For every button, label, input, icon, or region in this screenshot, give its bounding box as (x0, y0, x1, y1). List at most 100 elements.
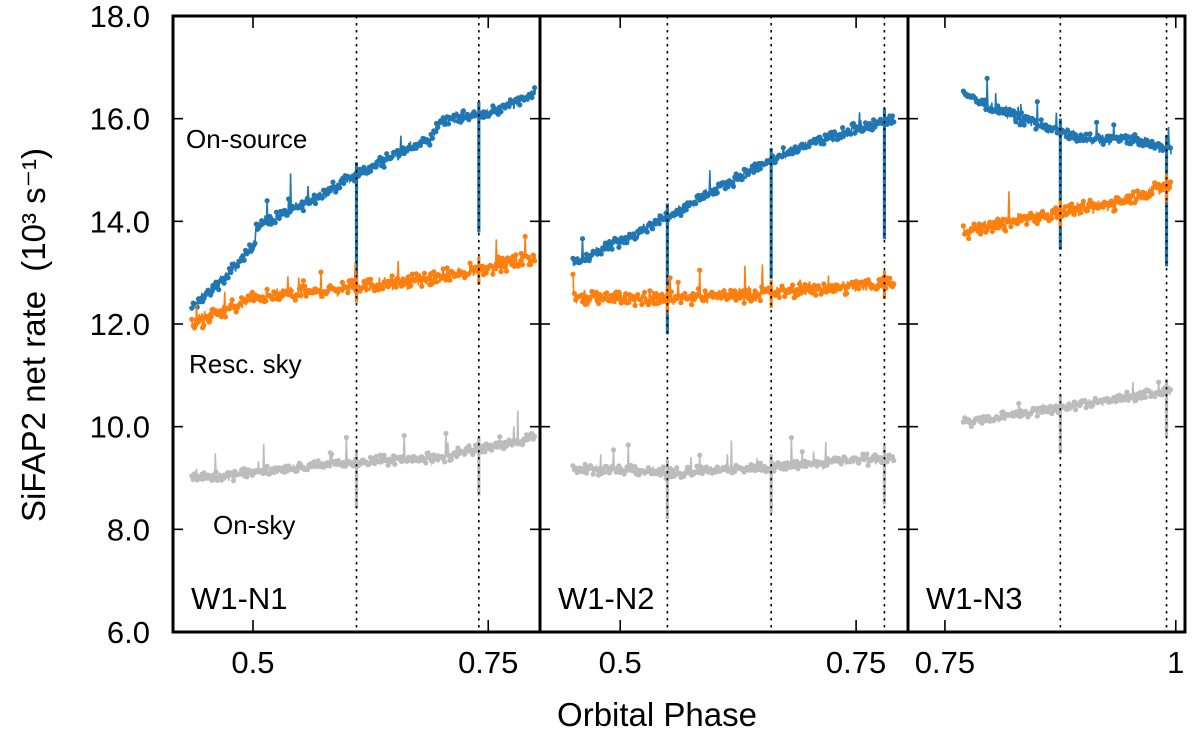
data-point (304, 195, 310, 201)
data-point (891, 281, 897, 287)
data-point (641, 289, 648, 295)
data-point (260, 294, 266, 300)
data-point (865, 462, 871, 468)
data-point (788, 435, 795, 441)
data-point (489, 447, 495, 453)
y-tick-label: 10.0 (90, 410, 150, 445)
data-point (1034, 99, 1040, 105)
data-point (444, 265, 450, 271)
data-point (733, 171, 739, 177)
data-point (381, 164, 387, 170)
data-point (389, 154, 395, 160)
data-point (1156, 379, 1162, 385)
data-point (1115, 195, 1121, 201)
data-point (310, 196, 316, 203)
x-tick-label: 0.5 (231, 645, 274, 680)
data-point (1109, 202, 1116, 208)
data-point (423, 460, 429, 466)
series-resc-sky-w1-n2 (570, 264, 897, 314)
data-point (222, 314, 228, 320)
data-point (1111, 122, 1117, 128)
data-point (582, 301, 588, 307)
data-point (1138, 395, 1145, 401)
data-point (1038, 117, 1044, 123)
data-point (517, 102, 523, 108)
data-point (601, 295, 607, 301)
data-point (343, 434, 349, 441)
data-point (601, 246, 607, 252)
data-point (294, 468, 300, 474)
data-point (848, 131, 854, 137)
data-point (1032, 117, 1038, 123)
data-point (421, 270, 427, 276)
data-point (286, 196, 292, 202)
data-point (647, 288, 653, 294)
data-point (732, 469, 738, 475)
data-point (747, 292, 753, 299)
data-point (631, 231, 637, 237)
data-point (625, 442, 631, 448)
data-point (506, 103, 512, 109)
x-tick-label: 0.75 (915, 645, 975, 680)
data-point (845, 127, 851, 133)
data-point (841, 283, 847, 289)
data-point (830, 136, 836, 142)
plot-layer (189, 75, 1174, 520)
data-point (252, 240, 258, 246)
data-point (443, 277, 449, 283)
data-point (378, 459, 384, 465)
x-tick-label: 0.75 (458, 645, 518, 680)
data-point (740, 175, 746, 181)
data-point (359, 284, 366, 291)
data-point (1125, 134, 1131, 140)
data-point (1132, 132, 1138, 138)
data-point (427, 452, 433, 458)
data-point (1167, 145, 1174, 151)
data-point (245, 249, 251, 255)
data-point (470, 451, 476, 458)
data-point (757, 297, 764, 304)
data-point (891, 458, 897, 464)
data-point (490, 271, 496, 277)
data-point (610, 447, 617, 453)
data-point (813, 140, 819, 146)
data-point (570, 271, 576, 277)
x-tick-label: 1 (1167, 645, 1184, 680)
data-point (443, 430, 449, 436)
y-axis-title-group: SiFAP2 net rate (10³ s⁻¹) (15, 148, 52, 522)
data-point (373, 164, 379, 170)
data-point (694, 463, 700, 469)
data-point (241, 465, 247, 472)
y-tick-label: 6.0 (107, 615, 150, 650)
data-point (1008, 224, 1014, 230)
data-point (743, 287, 749, 293)
data-point (261, 470, 267, 476)
data-point (817, 134, 823, 140)
data-point (233, 309, 239, 315)
data-point (981, 97, 988, 103)
data-point (868, 122, 874, 128)
data-point (319, 195, 325, 201)
data-point (596, 300, 602, 306)
data-point (267, 471, 273, 477)
y-axis-title-text: SiFAP2 net rate (15, 291, 52, 522)
data-point (702, 189, 708, 195)
y-axis-title-units: (10³ s⁻¹) (15, 148, 52, 272)
data-point (593, 289, 599, 295)
data-point (1167, 179, 1174, 185)
data-point (229, 297, 235, 303)
data-point (498, 269, 504, 275)
data-point (440, 266, 446, 272)
panel-frame-w1-n3 (906, 14, 1187, 634)
data-point (234, 263, 241, 269)
data-point (315, 458, 321, 464)
data-point (409, 271, 415, 277)
data-point (675, 279, 681, 285)
data-point (325, 288, 331, 294)
data-point (650, 226, 656, 232)
data-point (624, 240, 630, 246)
data-point (279, 293, 285, 299)
data-point (790, 151, 796, 157)
panel-frame-w1-n2 (538, 14, 910, 634)
data-point (341, 180, 347, 186)
